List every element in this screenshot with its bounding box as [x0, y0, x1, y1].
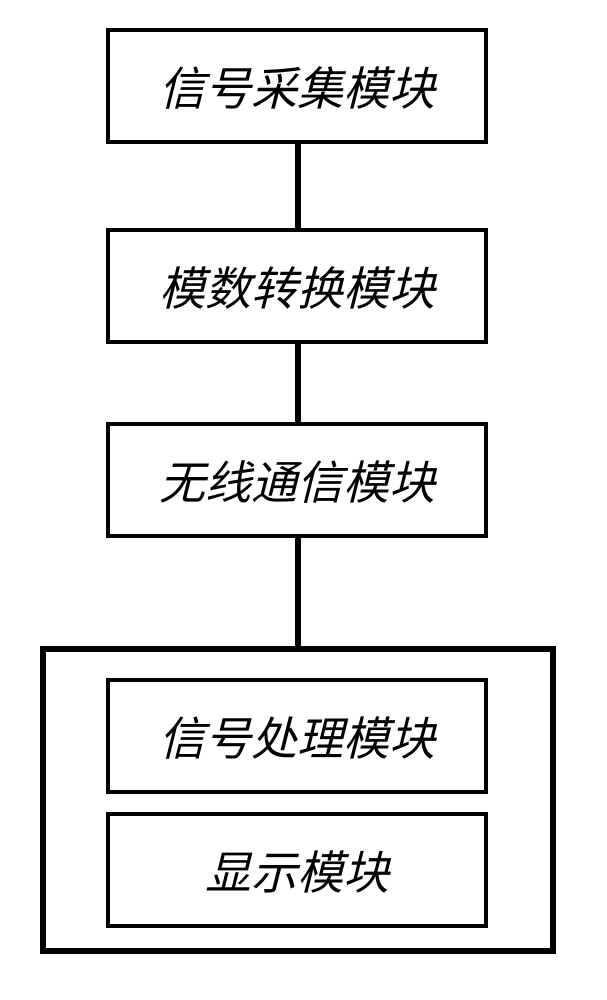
node-label: 模数转换模块	[159, 253, 435, 319]
node-signal-processing: 信号处理模块	[106, 678, 488, 794]
node-display: 显示模块	[106, 812, 488, 928]
node-label: 显示模块	[205, 837, 389, 903]
node-label: 无线通信模块	[159, 447, 435, 513]
node-label: 信号处理模块	[159, 703, 435, 769]
edge-n1-n2	[295, 144, 301, 228]
node-label: 信号采集模块	[159, 53, 435, 119]
node-wireless: 无线通信模块	[106, 422, 488, 538]
edge-n3-n4	[295, 538, 301, 646]
node-signal-collection: 信号采集模块	[106, 28, 488, 144]
edge-n2-n3	[295, 344, 301, 422]
node-adc: 模数转换模块	[106, 228, 488, 344]
flowchart-canvas: 信号采集模块 模数转换模块 无线通信模块 信号处理模块 显示模块	[0, 0, 607, 1000]
